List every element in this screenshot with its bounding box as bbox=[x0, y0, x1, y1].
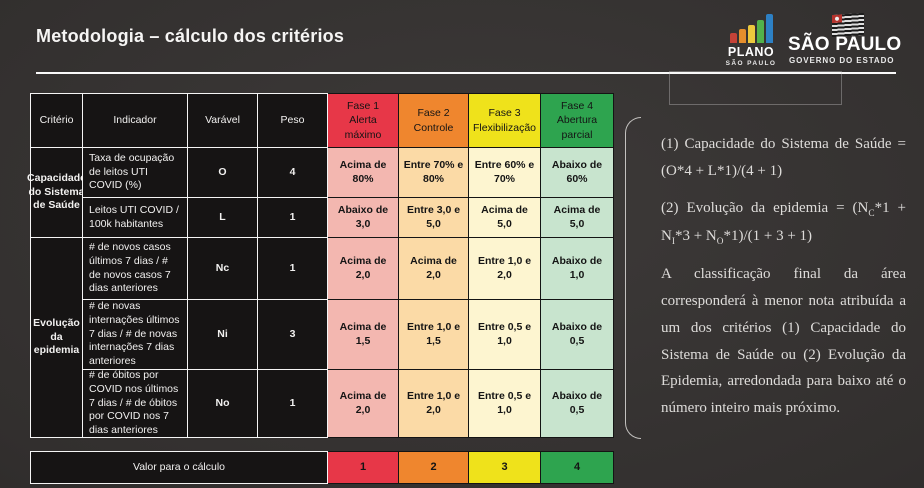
row1-fase4-value: Abaixo de 60% bbox=[541, 148, 614, 198]
group-label-evolucao: Evolução da epidemia bbox=[30, 238, 83, 438]
formula2-part: *3 + N bbox=[674, 227, 717, 244]
row1-fase3-value: Entre 60% e 70% bbox=[469, 148, 541, 198]
phase3-number: Fase 3 bbox=[488, 107, 521, 120]
variable-Nc: Nc bbox=[188, 238, 258, 300]
variable-O: O bbox=[188, 148, 258, 198]
governo-logo-text: SÃO PAULO bbox=[788, 34, 902, 55]
governo-logo-subtext: GOVERNO DO ESTADO bbox=[789, 56, 895, 65]
methodology-notes: (1) Capacidade do Sistema de Saúde = (O*… bbox=[661, 131, 906, 433]
weight-No: 1 bbox=[258, 370, 328, 438]
row1-fase1-value: Acima de 80% bbox=[328, 148, 399, 198]
row5-fase3-value: Entre 0,5 e 1,0 bbox=[469, 370, 541, 438]
row3-fase2-value: Acima de 2,0 bbox=[399, 238, 469, 300]
row3-fase1-value: Acima de 2,0 bbox=[328, 238, 399, 300]
phase1-name: Alerta máximo bbox=[344, 114, 382, 141]
formula2-part: *1)/(1 + 3 + 1) bbox=[723, 227, 813, 244]
plano-sao-paulo-logo: PLANO SÃO PAULO bbox=[722, 14, 780, 67]
phase2-number: Fase 2 bbox=[417, 107, 450, 120]
phase-header-fase4: Fase 4 Abertura parcial bbox=[541, 93, 614, 148]
formula-evolucao: (2) Evolução da epidemia = (NC*1 + NI*3 … bbox=[661, 195, 906, 250]
row2-fase3-value: Acima de 5,0 bbox=[469, 198, 541, 238]
phase-header-fase2: Fase 2 Controle bbox=[399, 93, 469, 148]
row3-fase3-value: Entre 1,0 e 2,0 bbox=[469, 238, 541, 300]
page-title: Metodologia – cálculo dos critérios bbox=[36, 26, 345, 46]
row5-fase2-value: Entre 1,0 e 2,0 bbox=[399, 370, 469, 438]
grouping-bracket bbox=[625, 117, 641, 439]
bar-yellow bbox=[747, 25, 755, 43]
row1-fase2-value: Entre 70% e 80% bbox=[399, 148, 469, 198]
calculation-value-row: Valor para o cálculo 1 2 3 4 bbox=[30, 451, 614, 484]
formula2-sub-i: I bbox=[671, 236, 675, 247]
weight-Ni: 3 bbox=[258, 300, 328, 370]
row4-fase4-value: Abaixo de 0,5 bbox=[541, 300, 614, 370]
phase2-name: Controle bbox=[413, 121, 454, 134]
indicator-obitos: # de óbitos por COVID nos últimos 7 dias… bbox=[83, 369, 188, 438]
indicator-novas-internacoes: # de novas internações últimos 7 dias / … bbox=[83, 300, 188, 370]
row5-fase1-value: Acima de 2,0 bbox=[328, 370, 399, 438]
row4-fase3-value: Entre 0,5 e 1,0 bbox=[469, 300, 541, 370]
phase-header-fase3: Fase 3 Flexibilização bbox=[469, 93, 541, 148]
plano-logo-subtext: SÃO PAULO bbox=[725, 60, 777, 67]
variable-No: No bbox=[188, 370, 258, 438]
title-divider bbox=[36, 72, 896, 74]
indicator-taxa-ocupacao: Taxa de ocupação de leitos UTI COVID (%) bbox=[83, 148, 188, 198]
footer-value-2: 2 bbox=[399, 451, 469, 484]
formula2-part: *1 + N bbox=[661, 200, 906, 244]
bar-orange bbox=[738, 29, 746, 43]
phase1-number: Fase 1 bbox=[346, 100, 380, 113]
row5-fase4-value: Abaixo de 0,5 bbox=[541, 370, 614, 438]
bar-green bbox=[756, 20, 764, 43]
phase3-name: Flexibilização bbox=[472, 121, 537, 134]
plano-logo-text: PLANO bbox=[727, 45, 775, 59]
phase4-number: Fase 4 bbox=[560, 100, 594, 113]
row2-fase4-value: Acima de 5,0 bbox=[541, 198, 614, 238]
classification-paragraph: A classificação final da área correspond… bbox=[661, 266, 906, 416]
indicator-leitos-uti: Leitos UTI COVID / 100k habitantes bbox=[83, 198, 188, 238]
footer-value-1: 1 bbox=[328, 451, 399, 484]
row2-fase1-value: Abaixo de 3,0 bbox=[328, 198, 399, 238]
footer-label: Valor para o cálculo bbox=[30, 451, 328, 484]
formula-capacidade: (1) Capacidade do Sistema de Saúde = (O*… bbox=[661, 136, 906, 179]
col-header-varavel: Varável bbox=[188, 93, 258, 148]
placeholder-outline bbox=[669, 71, 842, 105]
indicator-novos-casos: # de novos casos últimos 7 dias / # de n… bbox=[83, 238, 188, 300]
criteria-table: Critério Indicador Varável Peso Fase 1 A… bbox=[27, 93, 614, 438]
group-label-capacidade: Capacidade do Sistema de Saúde bbox=[27, 148, 86, 238]
col-header-criterio: Critério bbox=[30, 93, 83, 148]
bar-chart-icon bbox=[722, 14, 780, 43]
footer-value-3: 3 bbox=[469, 451, 541, 484]
weight-Nc: 1 bbox=[258, 238, 328, 300]
formula2-sub-o: O bbox=[716, 236, 724, 247]
variable-Ni: Ni bbox=[188, 300, 258, 370]
col-header-peso: Peso bbox=[258, 93, 328, 148]
variable-L: L bbox=[188, 198, 258, 238]
footer-value-4: 4 bbox=[541, 451, 614, 484]
weight-O: 4 bbox=[258, 148, 328, 198]
phase-header-fase1: Fase 1 Alerta máximo bbox=[328, 93, 399, 148]
weight-L: 1 bbox=[258, 198, 328, 238]
formula2-part: (2) Evolução da epidemia = (N bbox=[661, 200, 869, 217]
phase4-name: Abertura parcial bbox=[556, 114, 598, 141]
bar-blue bbox=[765, 14, 773, 43]
bar-red bbox=[729, 33, 737, 43]
col-header-indicador: Indicador bbox=[83, 93, 188, 148]
row4-fase1-value: Acima de 1,5 bbox=[328, 300, 399, 370]
row4-fase2-value: Entre 1,0 e 1,5 bbox=[399, 300, 469, 370]
row2-fase2-value: Entre 3,0 e 5,0 bbox=[399, 198, 469, 238]
formula2-sub-c: C bbox=[868, 209, 875, 220]
row3-fase4-value: Abaixo de 1,0 bbox=[541, 238, 614, 300]
